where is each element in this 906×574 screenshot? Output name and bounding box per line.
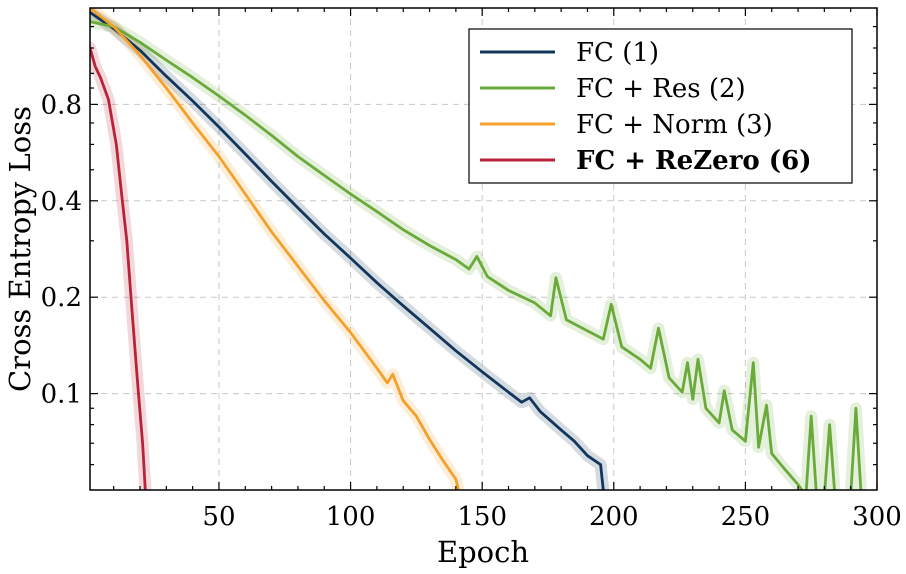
x-tick-label: 300 <box>852 502 902 532</box>
y-tick-labels: 0.1 0.2 0.4 0.8 <box>41 90 82 409</box>
legend-label: FC + Norm (3) <box>576 110 773 140</box>
plot-frame <box>89 7 878 491</box>
y-tick-label: 0.4 <box>41 187 82 217</box>
series-line <box>90 11 605 490</box>
legend-label: FC + Res (2) <box>576 74 746 104</box>
x-tick-label: 150 <box>457 502 507 532</box>
y-tick-label: 0.2 <box>41 283 82 313</box>
legend: FC (1) FC + Res (2) FC + Norm (3) FC + ReZe… <box>468 28 853 184</box>
x-tick-label: 250 <box>721 502 771 532</box>
x-tick-labels: 50 100 150 200 250 300 <box>202 502 901 532</box>
series-line <box>90 46 147 490</box>
series-band <box>90 42 152 490</box>
series-line <box>90 20 863 490</box>
y-tick-label: 0.1 <box>41 380 82 410</box>
series-line <box>90 8 460 490</box>
x-tick-label: 50 <box>202 502 235 532</box>
legend-label: FC + ReZero (6) <box>576 146 812 176</box>
y-axis-label: Cross Entropy Loss <box>3 106 37 392</box>
x-axis-label: Epoch <box>437 535 529 569</box>
y-tick-label: 0.8 <box>41 90 82 120</box>
x-tick-label: 100 <box>326 502 376 532</box>
legend-label: FC (1) <box>576 38 659 68</box>
axis-ticks <box>90 8 878 490</box>
legend-box <box>468 28 853 184</box>
x-tick-label: 200 <box>589 502 639 532</box>
series-lines <box>90 8 863 490</box>
